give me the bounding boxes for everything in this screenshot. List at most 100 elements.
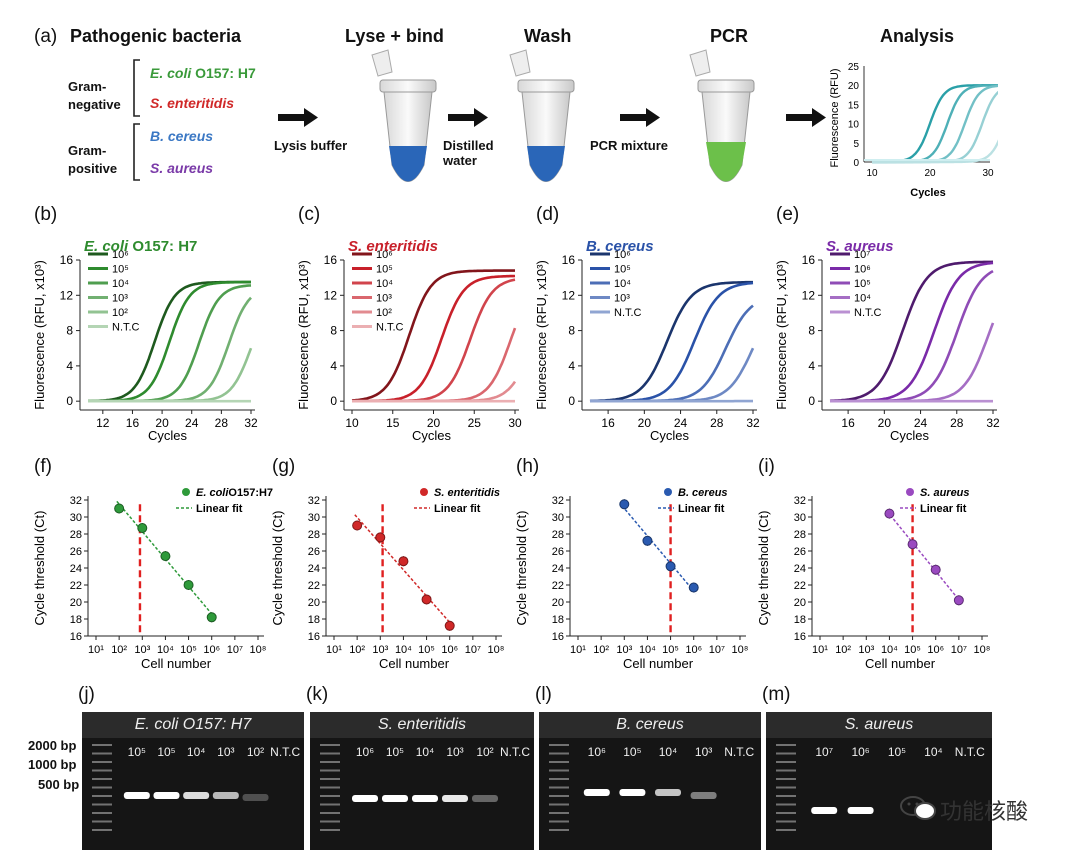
arrow-icon (620, 108, 660, 127)
ladder-band (320, 778, 340, 780)
ladder-band (92, 829, 112, 831)
y-tick-label: 24 (552, 563, 564, 575)
y-tick-label: 18 (70, 614, 82, 626)
legend-swatch (182, 488, 190, 496)
reagent-water: Distilled water (443, 138, 494, 168)
x-tick-label: 10³ (858, 644, 874, 656)
curve-panel-title: S. enteritidis (348, 238, 439, 255)
y-tick-label: 20 (794, 597, 806, 609)
panel-label: (i) (758, 456, 775, 477)
legend-label: 10² (112, 307, 128, 319)
data-point (375, 532, 386, 543)
y-tick-label: 22 (70, 580, 82, 592)
legend-label: 10⁴ (376, 278, 393, 290)
ladder-band (776, 812, 796, 814)
gel-image: S. enteritidis 10⁶ 10⁵ 10⁴ 10³ 10² N.T.C (310, 712, 534, 850)
ladder-band (320, 812, 340, 814)
legend-label: 10⁴ (112, 278, 129, 290)
ladder-band (320, 795, 340, 797)
lane-label: 10⁷ (815, 745, 833, 759)
curve-chart: Fluorescence (RFU, x10³) 16 12 8 4 0 16 20 24 28 3… (774, 249, 1000, 443)
y-tick-label: 26 (308, 546, 320, 558)
lane-label: 10⁵ (888, 745, 906, 759)
panel-label: (k) (306, 684, 329, 705)
legend-label: 10⁵ (376, 264, 393, 276)
legend-label: 10⁵ (614, 264, 631, 276)
y-tick-label: 0 (66, 394, 73, 408)
curve-panel-title: B. cereus (586, 238, 654, 255)
data-point (206, 612, 217, 623)
ladder-band (92, 769, 112, 772)
ladder-band (776, 769, 796, 772)
ladder-band (92, 761, 112, 763)
ladder-band (549, 803, 569, 806)
data-point (137, 523, 148, 534)
ladder-band (92, 786, 112, 789)
legend-label: S. aureus (920, 487, 970, 499)
fit-xlabel: Cell number (379, 656, 450, 671)
curve-ylabel: Fluorescence (RFU, x10³) (774, 260, 789, 410)
x-tick-label: 10⁶ (441, 644, 458, 656)
data-point (352, 520, 363, 531)
gel-bands: 10⁶ 10⁵ 10⁴ 10³ N.T.C (549, 744, 755, 831)
analysis-xtick: 30 (982, 168, 994, 179)
ladder-band (320, 820, 340, 823)
legend-label: Linear fit (196, 503, 243, 515)
ladder-band (320, 769, 340, 772)
x-tick-label: 10⁶ (927, 644, 944, 656)
y-tick-label: 16 (60, 253, 74, 267)
gram-brackets (133, 59, 140, 181)
data-point (114, 503, 125, 514)
x-tick-label: 10⁷ (227, 644, 243, 656)
y-tick-label: 32 (70, 495, 82, 507)
y-tick-label: 18 (308, 614, 320, 626)
x-tick-label: 10⁸ (974, 644, 991, 656)
lane-label: 10⁵ (386, 745, 404, 759)
y-tick-label: 16 (308, 631, 320, 643)
ladder-band (92, 812, 112, 814)
gel-bands: 10⁶ 10⁵ 10⁴ 10³ 10² N.T.C (320, 744, 530, 831)
ladder-band (549, 812, 569, 814)
y-tick-label: 16 (70, 631, 82, 643)
y-tick-label: 30 (552, 512, 564, 524)
x-tick-label: 16 (601, 416, 615, 430)
ladder-band (776, 752, 796, 755)
lane-label: 10⁶ (356, 745, 374, 759)
fit-line (621, 505, 697, 595)
ladder-band (776, 761, 796, 763)
y-tick-label: 4 (568, 359, 575, 373)
x-tick-label: 10⁴ (157, 644, 174, 656)
y-tick-label: 8 (66, 324, 73, 338)
y-tick-label: 32 (308, 495, 320, 507)
ladder-band (776, 786, 796, 789)
panel-label: (j) (78, 684, 95, 705)
arrow-icon (278, 108, 318, 127)
ladder-band (92, 752, 112, 755)
analysis-ylabel: Fluorescence (RFU) (829, 68, 841, 167)
legend-label: N.T.C (854, 307, 882, 319)
gram-positive-label: Gram- positive (68, 143, 118, 176)
wechat-icon (900, 795, 936, 821)
fit-chart: Cycle threshold (Ct) 32 30 28 26 24 22 20 18 16 10… (32, 487, 273, 671)
lane-label: 10⁴ (924, 745, 943, 759)
x-tick-label: 28 (710, 416, 724, 430)
gel-title: S. enteritidis (310, 712, 534, 738)
fluorescence-curve (829, 260, 994, 403)
legend-label: N.T.C (112, 322, 140, 334)
curve-xlabel: Cycles (412, 428, 452, 443)
gel-image: E. coli O157: H7 10⁵ 10⁵ 10⁴ 10³ 10² N.T.C (82, 712, 304, 850)
y-tick-label: 4 (66, 359, 73, 373)
y-tick-label: 0 (808, 394, 815, 408)
y-tick-label: 12 (60, 288, 74, 302)
lane-label: 10² (476, 745, 493, 759)
ladder-band (776, 803, 796, 806)
x-tick-label: 10⁷ (951, 644, 967, 656)
x-tick-label: 12 (96, 416, 110, 430)
x-tick-label: 10⁵ (662, 644, 679, 656)
analysis-xlabel: Cycles (910, 187, 945, 199)
dna-band (655, 789, 681, 796)
y-tick-label: 8 (568, 324, 575, 338)
ladder-band (549, 769, 569, 772)
curve-chart: Fluorescence (RFU, x10³) 16 12 8 4 0 16 20 24 28 3… (534, 249, 760, 443)
fluorescence-curve (351, 269, 515, 402)
